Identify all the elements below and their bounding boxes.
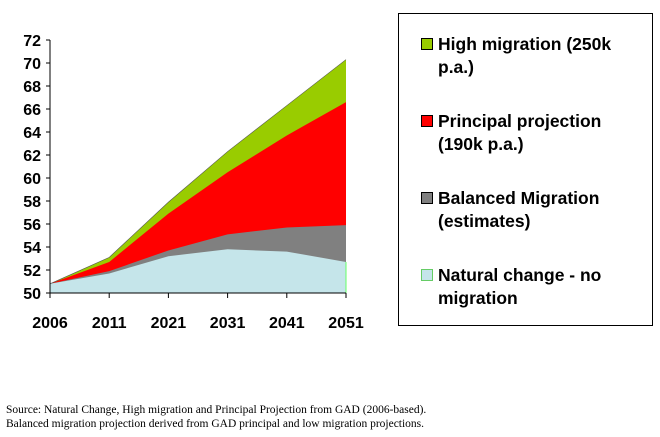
source-line-1: Source: Natural Change, High migration a… (6, 404, 427, 416)
y-tick-label: 68 (23, 79, 41, 96)
legend-swatch (421, 115, 433, 127)
legend-box (398, 13, 653, 326)
y-tick-label: 66 (23, 102, 41, 119)
axes: 50 52 54 56 58 60 62 64 66 68 70 72 2006 2011 2021 2031… (23, 33, 364, 332)
y-tick-label: 56 (23, 217, 41, 234)
legend-label: Natural change - no (438, 265, 601, 285)
x-tick-label: 2031 (210, 315, 246, 332)
top-outline (49, 59, 347, 285)
legend-swatch (421, 38, 433, 50)
y-tick-label: 54 (23, 240, 41, 257)
x-tick-label: 2021 (151, 315, 187, 332)
y-tick-label: 60 (23, 171, 41, 188)
y-tick-label: 50 (23, 286, 41, 303)
legend-label: (190k p.a.) (438, 134, 524, 154)
plot-area (49, 59, 347, 293)
legend-label: High migration (250k (438, 34, 611, 54)
x-tick-label: 2011 (92, 315, 127, 332)
x-tick-label: 2006 (32, 315, 68, 332)
legend: High migration (250k p.a.) Principal proje… (398, 13, 653, 326)
y-tick-label: 64 (23, 125, 41, 142)
x-tick-label: 2051 (328, 315, 364, 332)
legend-label: p.a.) (438, 57, 474, 77)
y-tick-label: 72 (23, 33, 41, 50)
legend-swatch (421, 192, 433, 204)
y-tick-label: 70 (23, 56, 41, 73)
legend-swatch (421, 269, 433, 281)
y-tick-label: 62 (23, 148, 41, 165)
x-tick-label: 2041 (269, 315, 305, 332)
legend-label: (estimates) (438, 211, 530, 231)
legend-label: Principal projection (438, 111, 601, 131)
source-line-2: Balanced migration projection derived fr… (6, 418, 425, 430)
legend-label: migration (438, 288, 518, 308)
area-natural-change (50, 249, 346, 293)
legend-label: Balanced Migration (438, 188, 599, 208)
y-tick-label: 58 (23, 194, 41, 211)
y-tick-label: 52 (23, 263, 41, 280)
source-note: Source: Natural Change, High migration a… (6, 403, 426, 431)
